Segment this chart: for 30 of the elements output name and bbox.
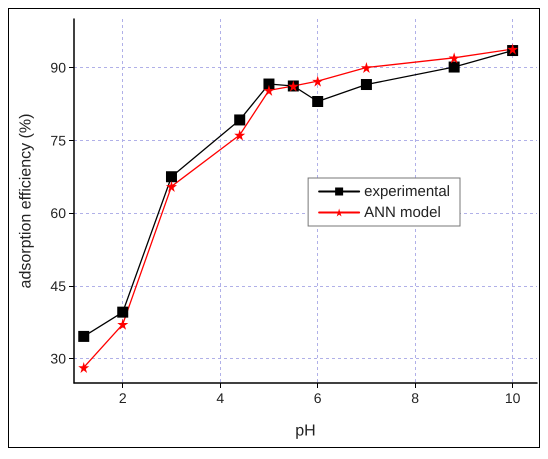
y-tick-label: 75: [50, 132, 66, 148]
point: [78, 362, 90, 373]
legend-label: ANN model: [364, 204, 441, 221]
point: [166, 171, 177, 182]
y-axis-title: adsorption efficiency (%): [18, 114, 34, 288]
point: [263, 78, 274, 90]
x-tick-label: 2: [118, 390, 127, 406]
point: [166, 180, 177, 192]
legend-label: experimental: [364, 183, 450, 200]
point: [360, 79, 372, 90]
y-tick-label: 60: [50, 205, 66, 222]
point: [117, 306, 128, 318]
point: [312, 76, 324, 87]
x-axis-title: pH: [295, 422, 316, 440]
point: [234, 129, 246, 140]
point: [263, 84, 274, 96]
x-tick-label: 4: [216, 390, 224, 406]
point: [78, 330, 90, 342]
point: [234, 114, 246, 126]
y-tick-label: 45: [50, 278, 66, 294]
x-tick-label: 8: [411, 390, 420, 406]
y-tick-label: 90: [50, 60, 66, 76]
point: [117, 318, 128, 330]
y-tick-label: 30: [50, 350, 66, 367]
point: [360, 62, 372, 74]
x-tick-label: 6: [314, 390, 322, 406]
point: [448, 52, 460, 64]
point: [312, 96, 324, 108]
x-tick-label: 10: [504, 390, 521, 406]
point: [448, 62, 460, 73]
